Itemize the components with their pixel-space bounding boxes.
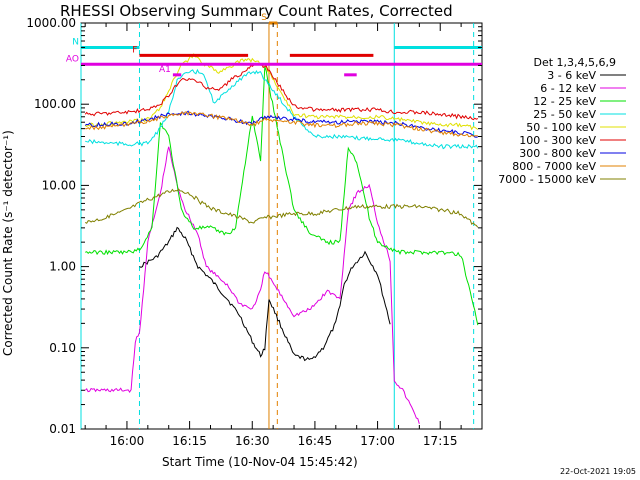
flag-label: F [132,45,137,55]
x-tick-label: 16:15 [172,434,207,448]
series-line-5 [84,63,479,121]
flags-layer: N S F AO A1 [66,13,482,77]
series-line-8 [84,188,479,228]
flag-label: A1 [159,65,171,75]
legend-label: 800 - 7000 keV [512,160,596,173]
legend-label: 3 - 6 keV [547,69,596,82]
legend-label: 6 - 12 keV [540,82,596,95]
plot-frame [80,22,483,430]
y-axis-label: Corrected Count Rate (s⁻¹ detector⁻¹) [1,130,15,356]
footer-date: 22-Oct-2021 19:05 [560,467,636,476]
flag-label: AO [66,54,79,64]
legend-label: 25 - 50 keV [533,108,596,121]
legend-label: 50 - 100 keV [526,121,596,134]
y-axis: 1000.00 100.00 10.00 1.00 0.10 0.01 [26,16,482,436]
y-tick-label: 0.01 [49,422,76,436]
series-line-0 [139,226,391,362]
plot-area: N S F AO A1 [66,13,483,430]
series-line-3 [85,68,479,150]
y-tick-label: 0.10 [49,341,76,355]
x-tick-label: 16:00 [110,434,145,448]
y-tick-label: 100.00 [34,97,76,111]
legend-label: 100 - 300 keV [519,134,596,147]
x-axis-label: Start Time (10-Nov-04 15:45:42) [162,455,358,469]
x-tick-label: 16:30 [235,434,270,448]
legend-label: 12 - 25 keV [533,95,596,108]
y-tick-label: 10.00 [42,178,76,192]
legend-label: 300 - 800 keV [519,147,596,160]
x-tick-label: 16:45 [298,434,333,448]
legend-label: 7000 - 15000 keV [498,173,596,186]
flag-label: N [72,37,79,47]
series-line-6 [84,110,478,138]
series-line-1 [84,146,420,424]
legend-detectors: Det 1,3,4,5,6,9 [533,56,616,69]
x-axis: 16:00 16:15 16:30 16:45 17:00 17:15 [84,23,462,448]
y-tick-label: 1.00 [49,260,76,274]
chart-title: RHESSI Observing Summary Count Rates, Co… [60,2,453,20]
y-tick-label: 1000.00 [26,16,76,30]
x-tick-label: 17:15 [423,434,458,448]
flag-label: S [261,13,267,23]
series-line-7 [85,111,478,138]
gridlines [80,23,475,429]
series-layer [84,52,479,424]
series-line-4 [84,52,479,131]
series-line-2 [85,66,479,326]
x-tick-label: 17:00 [360,434,395,448]
